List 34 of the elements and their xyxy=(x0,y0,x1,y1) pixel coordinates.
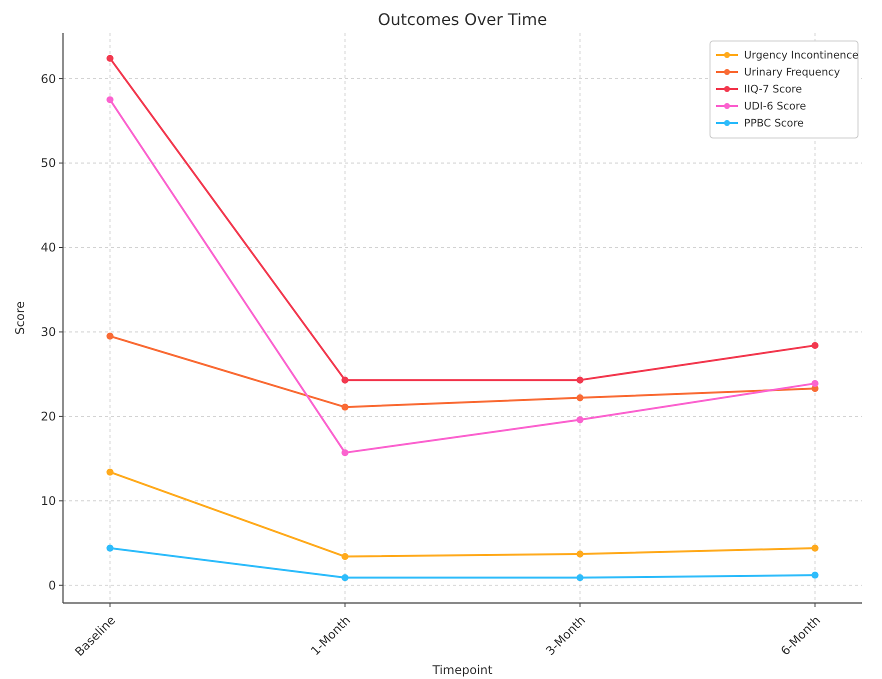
point xyxy=(812,380,818,387)
point xyxy=(576,416,584,424)
point xyxy=(342,404,348,411)
point xyxy=(106,54,114,62)
point xyxy=(576,574,584,582)
point xyxy=(106,468,114,476)
point xyxy=(812,342,818,349)
point xyxy=(106,332,114,340)
point xyxy=(106,544,114,552)
point xyxy=(576,376,584,384)
y-tick-label: 10 xyxy=(40,494,56,508)
y-tick-label: 50 xyxy=(40,156,56,170)
point xyxy=(106,96,114,104)
point xyxy=(576,550,584,558)
point xyxy=(812,572,818,579)
point xyxy=(812,544,818,552)
y-axis-title: Score xyxy=(13,301,27,335)
y-tick-label: 0 xyxy=(48,578,56,592)
y-tick-label: 30 xyxy=(40,325,56,340)
legend-label: IIQ-7 Score xyxy=(744,84,802,96)
y-tick-label: 60 xyxy=(40,72,56,86)
point xyxy=(342,574,348,582)
chart-title: Outcomes Over Time xyxy=(378,10,548,29)
legend-label: Urinary Frequency xyxy=(744,66,840,79)
legend-label: Urgency Incontinence xyxy=(744,50,859,62)
point xyxy=(342,553,348,560)
point xyxy=(342,449,348,456)
y-tick-label: 40 xyxy=(40,240,56,255)
y-tick-label: 20 xyxy=(40,410,56,424)
legend-label: PPBC Score xyxy=(744,118,804,130)
x-axis-title: Timepoint xyxy=(432,663,493,677)
point xyxy=(342,376,348,384)
legend-label: UDI-6 Score xyxy=(744,100,806,113)
point xyxy=(576,394,584,402)
